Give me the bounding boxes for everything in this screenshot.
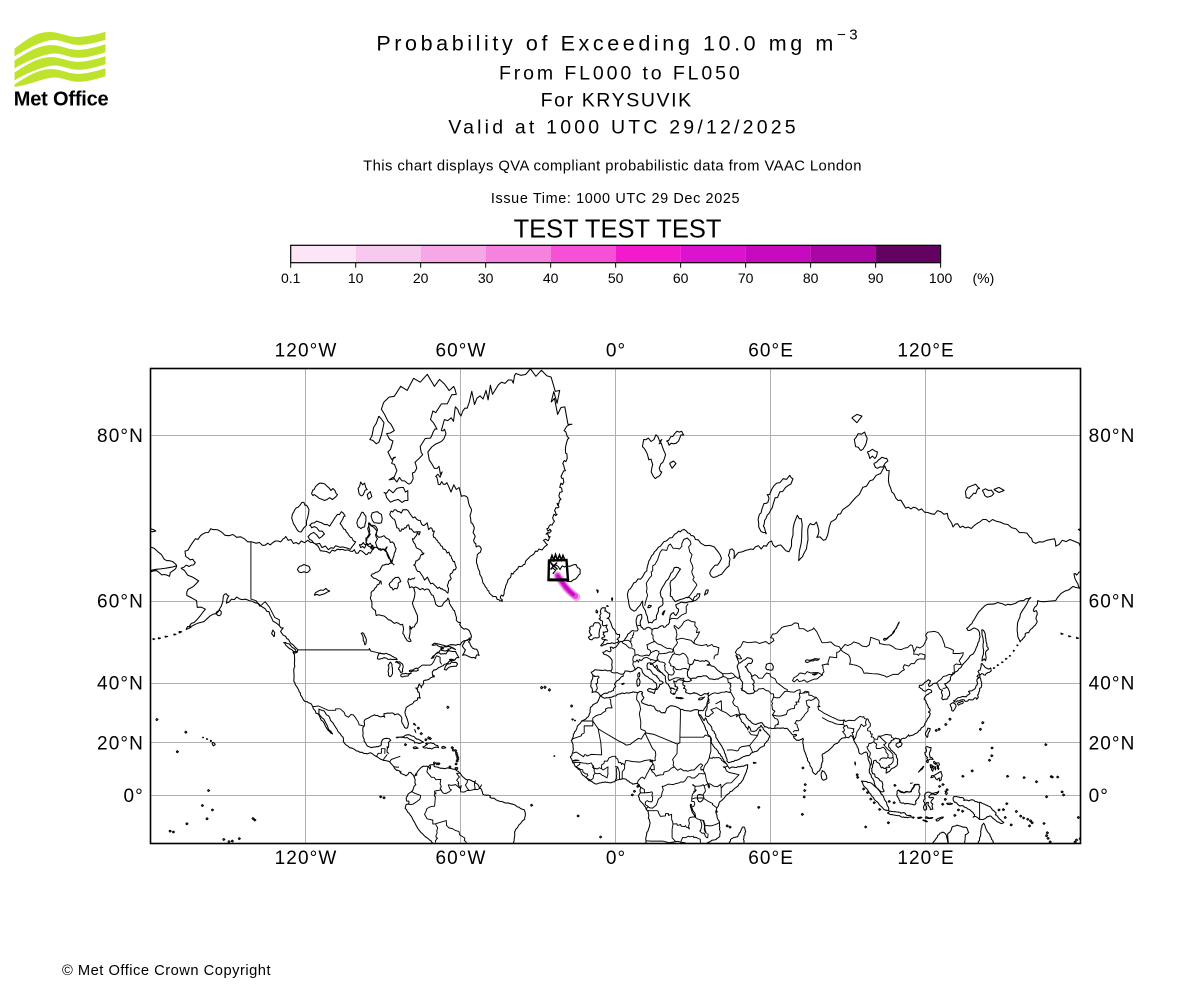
svg-text:20°N: 20°N [97,734,144,755]
svg-text:20: 20 [413,270,429,286]
svg-text:0°: 0° [124,786,144,807]
svg-text:120°E: 120°E [897,341,954,362]
svg-text:100: 100 [929,270,953,286]
svg-text:0.1: 0.1 [281,270,301,286]
svg-text:60°N: 60°N [1089,592,1136,613]
svg-text:20°N: 20°N [1089,734,1136,755]
svg-text:60°W: 60°W [435,341,486,362]
svg-text:© Met Office Crown Copyright: © Met Office Crown Copyright [62,963,271,979]
svg-text:For KRYSUVIK: For KRYSUVIK [541,90,693,112]
svg-text:60°E: 60°E [748,341,794,362]
svg-text:(%): (%) [973,270,995,286]
svg-text:50: 50 [608,270,624,286]
svg-text:40°N: 40°N [97,673,144,694]
svg-text:From FL000 to FL050: From FL000 to FL050 [499,62,743,84]
svg-text:0°: 0° [1089,786,1109,807]
svg-text:40°N: 40°N [1089,673,1136,694]
svg-text:80°N: 80°N [97,426,144,447]
svg-text:This chart displays QVA compli: This chart displays QVA compliant probab… [363,158,862,174]
svg-text:90: 90 [868,270,884,286]
svg-text:120°E: 120°E [897,848,954,869]
svg-text:120°W: 120°W [275,848,338,869]
svg-text:0°: 0° [606,341,626,362]
svg-text:60°E: 60°E [748,848,794,869]
svg-text:TEST TEST TEST: TEST TEST TEST [514,215,722,243]
svg-text:80: 80 [803,270,819,286]
svg-text:Valid at 1000 UTC 29/12/2025: Valid at 1000 UTC 29/12/2025 [448,117,799,139]
svg-text:70: 70 [738,270,754,286]
svg-text:10: 10 [348,270,364,286]
svg-text:0°: 0° [606,848,626,869]
svg-text:Issue Time: 1000 UTC 29 Dec 20: Issue Time: 1000 UTC 29 Dec 2025 [491,191,740,207]
svg-text:60: 60 [673,270,689,286]
svg-text:60°N: 60°N [97,592,144,613]
svg-text:60°W: 60°W [435,848,486,869]
svg-text:80°N: 80°N [1089,426,1136,447]
svg-text:Probability of Exceeding 10.0: Probability of Exceeding 10.0 mg m−3 [376,26,861,55]
svg-text:Met Office: Met Office [14,89,109,111]
svg-text:40: 40 [543,270,559,286]
svg-text:120°W: 120°W [275,341,338,362]
svg-text:30: 30 [478,270,494,286]
